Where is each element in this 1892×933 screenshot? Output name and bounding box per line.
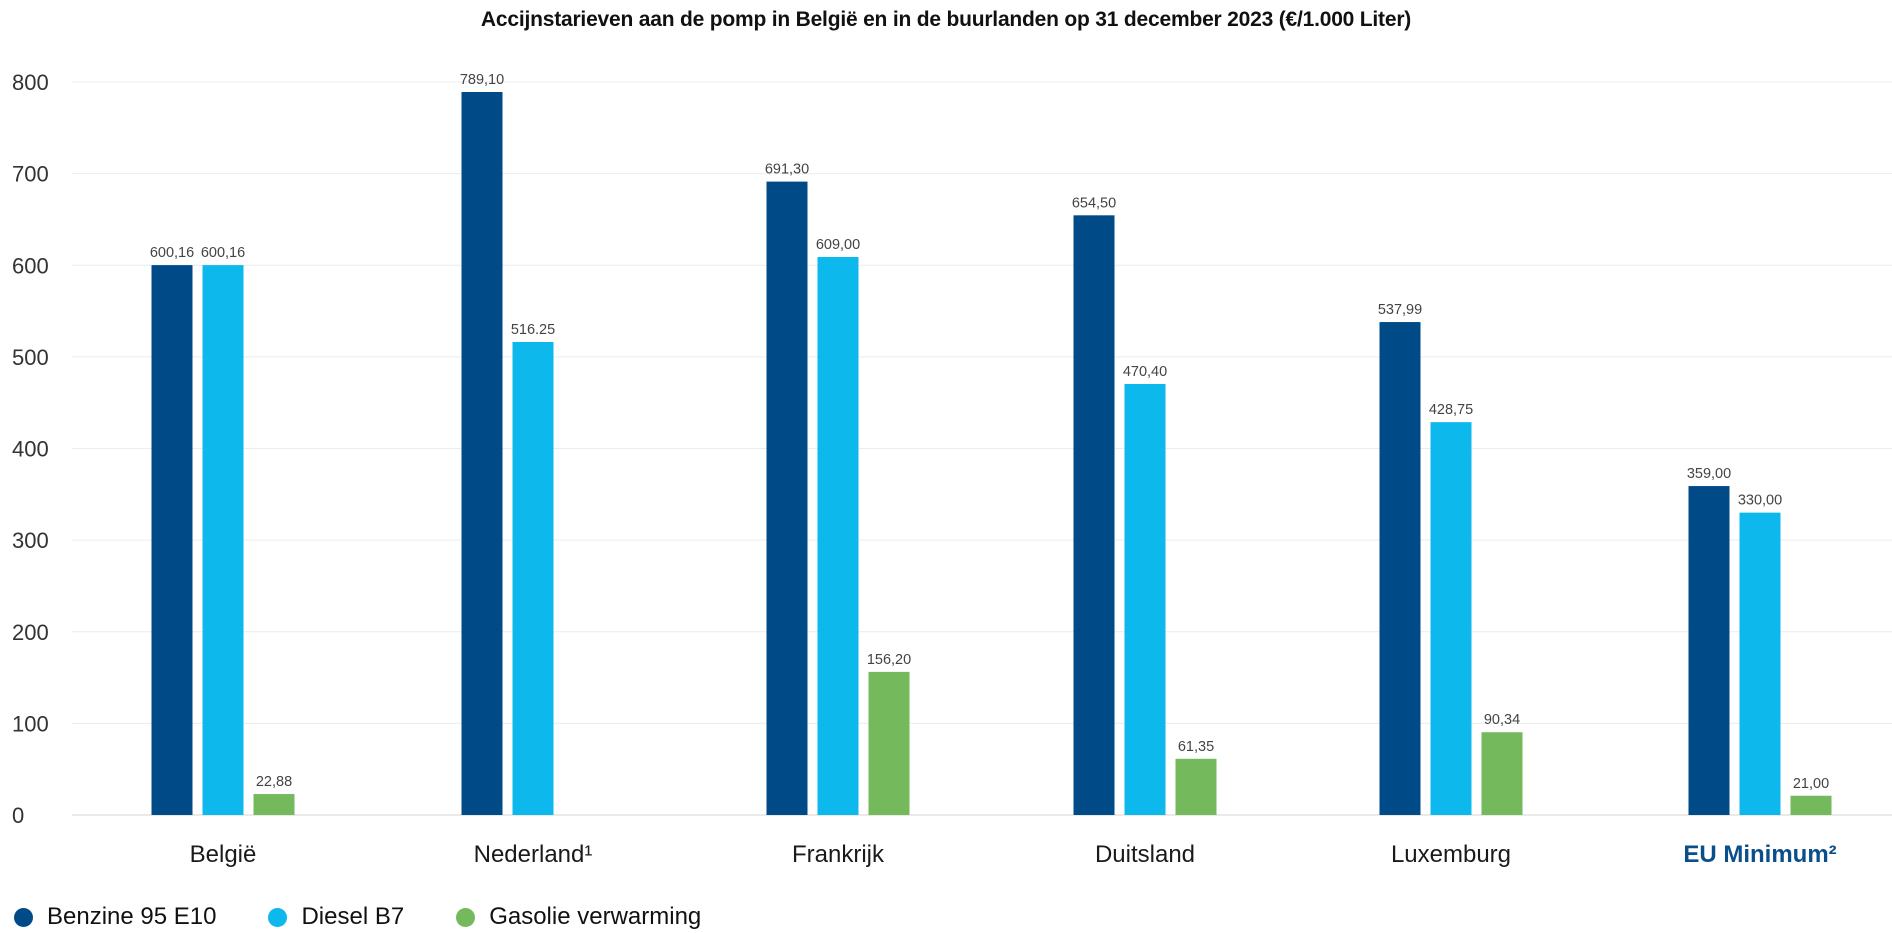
data-label: 600,16 — [201, 245, 245, 261]
y-tick-label: 300 — [12, 528, 49, 553]
data-label: 22,88 — [256, 774, 292, 790]
bar — [461, 91, 503, 815]
data-label: 470,40 — [1123, 364, 1167, 380]
data-label: 61,35 — [1178, 739, 1214, 755]
bar — [1790, 795, 1832, 815]
data-label: 156,20 — [867, 652, 911, 668]
data-label: 654,50 — [1072, 195, 1116, 211]
bar — [868, 671, 910, 815]
legend-swatch — [268, 907, 288, 927]
y-tick-label: 700 — [12, 162, 49, 187]
data-label: 789,10 — [460, 72, 504, 88]
bar — [1430, 422, 1472, 815]
y-tick-label: 600 — [12, 253, 49, 278]
data-label: 691,30 — [765, 162, 809, 178]
chart-title: Accijnstarieven aan de pomp in België en… — [480, 8, 1412, 31]
data-label: 90,34 — [1484, 712, 1520, 728]
y-tick-label: 0 — [12, 803, 24, 828]
data-label: 428,75 — [1429, 402, 1473, 418]
data-label: 516.25 — [511, 322, 555, 338]
bar — [151, 265, 193, 815]
bar — [817, 257, 859, 815]
legend-item: Diesel B7 — [268, 903, 404, 931]
bar — [1175, 758, 1217, 815]
x-category-label: Luxemburg — [1391, 841, 1511, 868]
data-label: 21,00 — [1793, 776, 1829, 792]
x-category-label: België — [190, 841, 257, 868]
x-category-label: Frankrijk — [792, 841, 885, 868]
bar — [766, 181, 808, 815]
data-label: 609,00 — [816, 237, 860, 253]
bar — [1379, 322, 1421, 815]
chart-legend: Benzine 95 E10 Diesel B7 Gasolie verwarmin… — [14, 903, 753, 931]
bar — [1073, 215, 1115, 815]
bar — [1124, 383, 1166, 815]
legend-label: Benzine 95 E10 — [47, 903, 217, 930]
bar — [202, 265, 244, 815]
y-tick-label: 800 — [12, 70, 49, 95]
legend-swatch — [14, 907, 33, 927]
data-label: 359,00 — [1687, 466, 1731, 482]
legend-item: Gasolie verwarming — [456, 903, 701, 931]
data-label: 330,00 — [1738, 493, 1782, 509]
bar — [1739, 512, 1781, 815]
y-tick-label: 400 — [12, 437, 49, 462]
legend-swatch — [456, 907, 476, 927]
y-tick-label: 500 — [12, 345, 49, 370]
y-tick-label: 200 — [12, 620, 49, 645]
data-label: 600,16 — [150, 245, 194, 261]
legend-item: Benzine 95 E10 — [14, 903, 216, 931]
bar — [1688, 486, 1730, 815]
bar — [1481, 732, 1523, 815]
data-label: 537,99 — [1378, 302, 1422, 318]
legend-label: Diesel B7 — [301, 903, 405, 930]
bar — [512, 341, 554, 815]
x-category-label: Duitsland — [1095, 841, 1195, 868]
x-category-label: EU Minimum² — [1683, 841, 1836, 868]
x-category-label: Nederland¹ — [474, 841, 593, 868]
bar — [253, 794, 295, 815]
y-tick-label: 100 — [12, 711, 49, 736]
legend-label: Gasolie verwarming — [489, 903, 702, 930]
